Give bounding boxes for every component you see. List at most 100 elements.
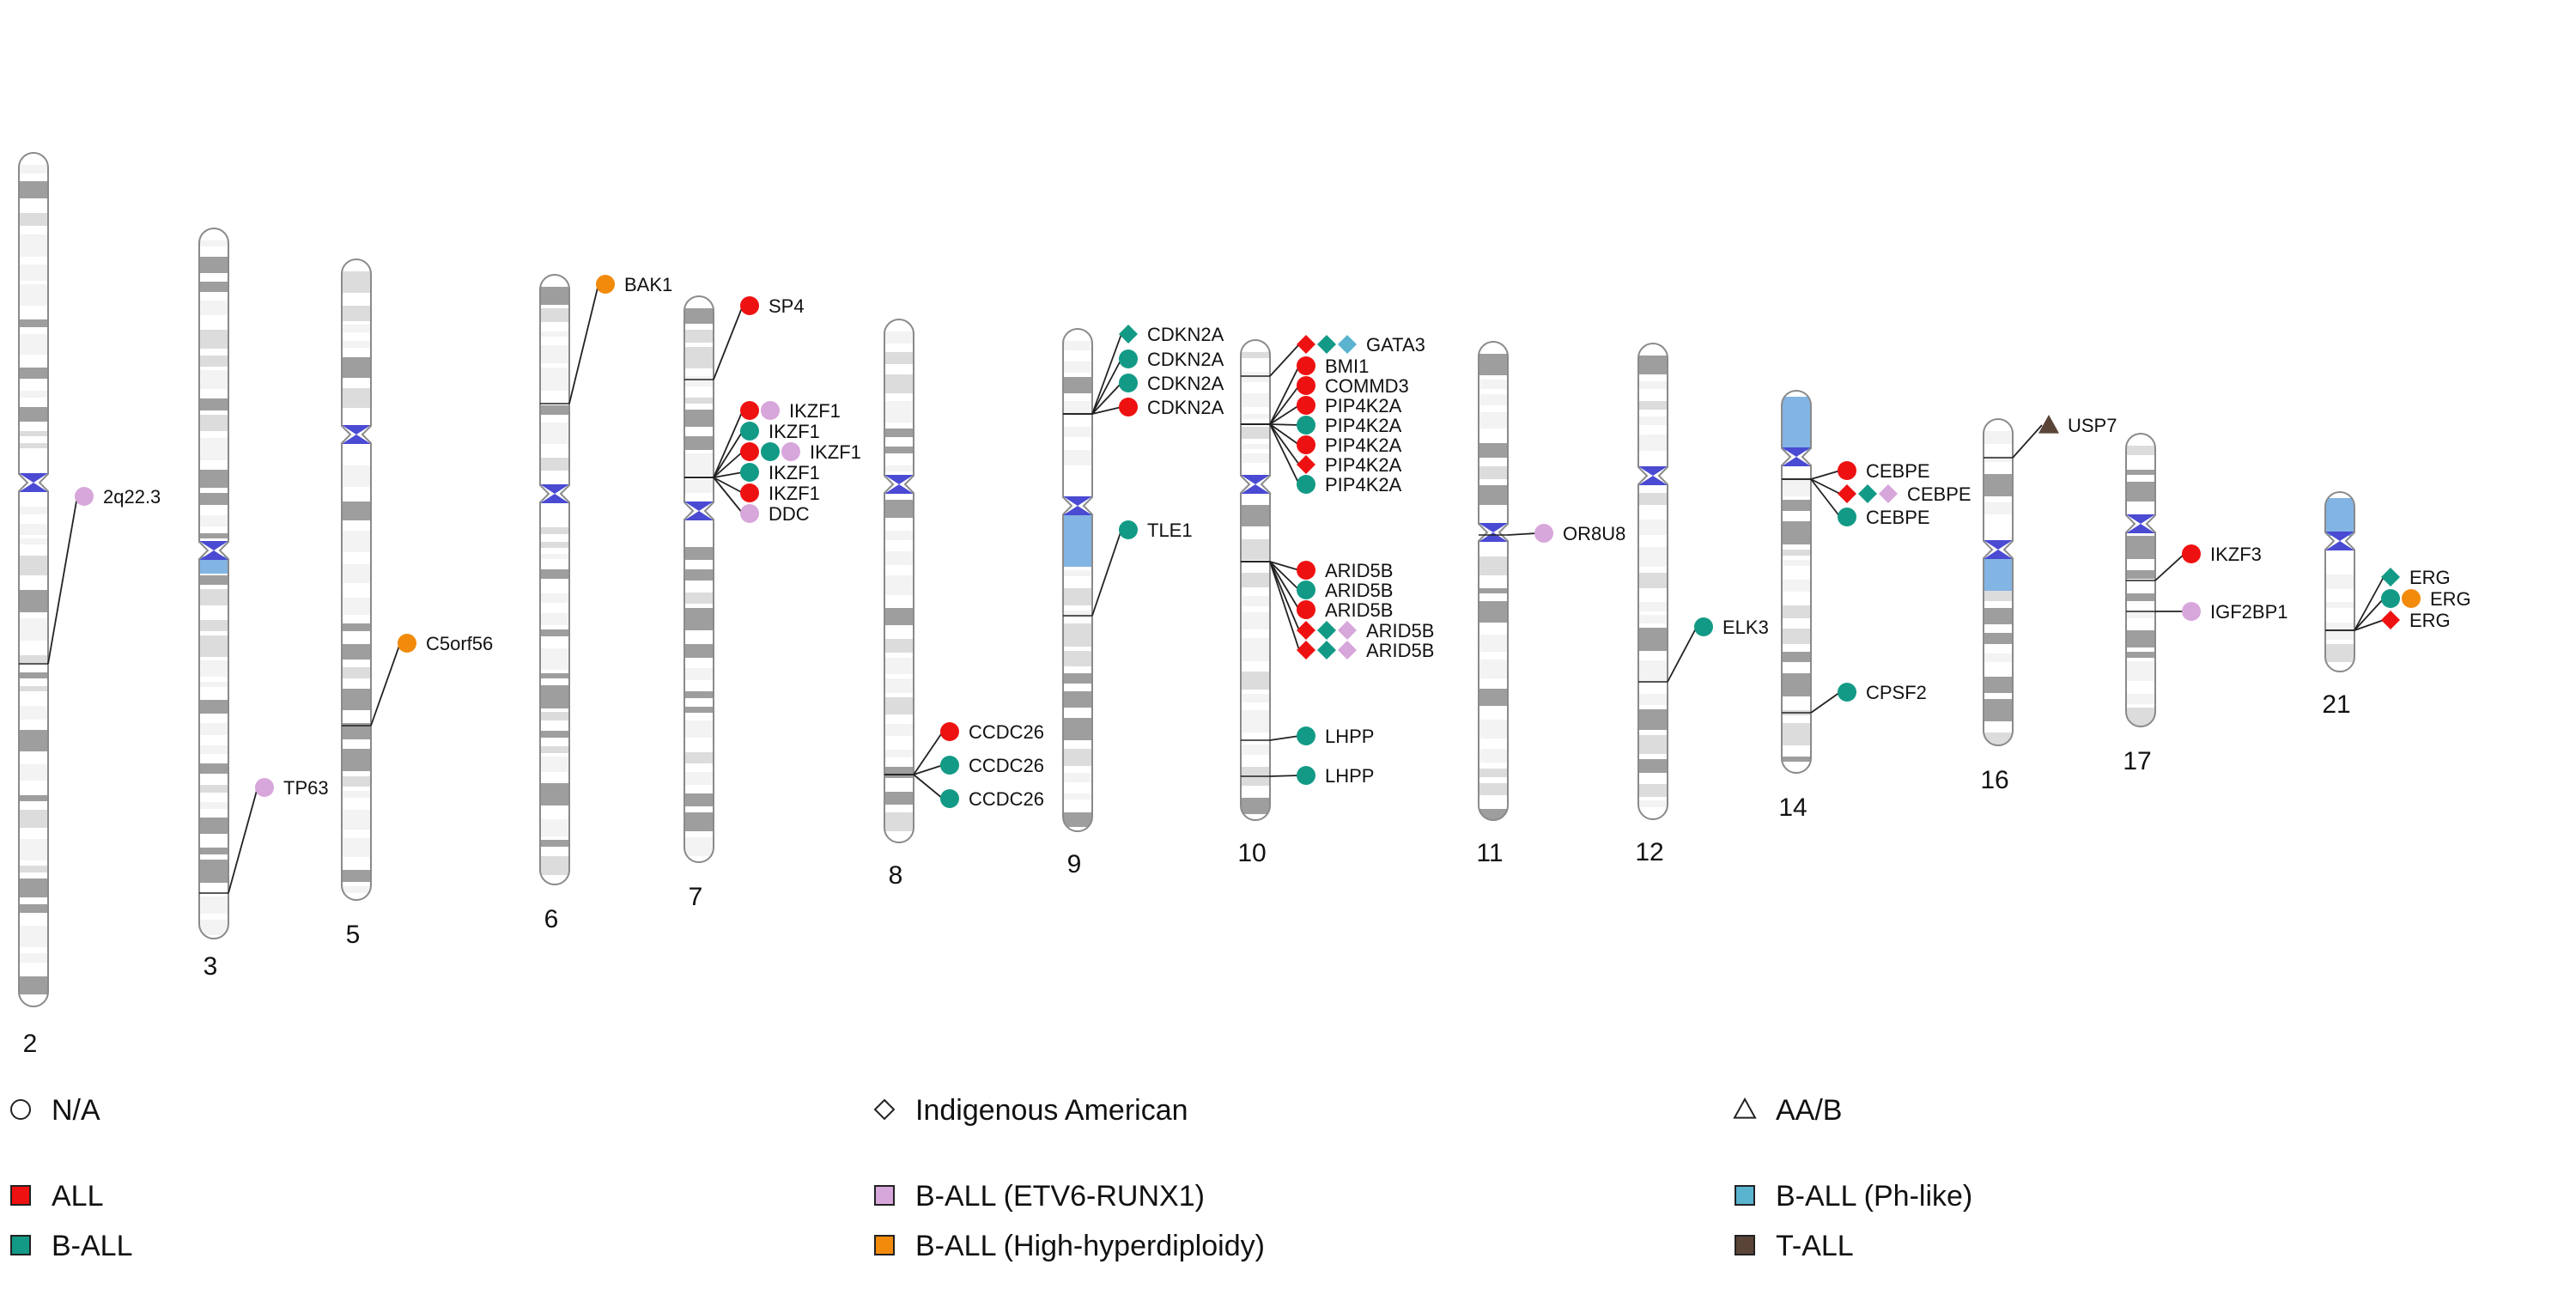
gene-label: SP4 bbox=[769, 295, 805, 317]
locus-arid5b: ARID5B bbox=[1241, 561, 1393, 621]
leader-line bbox=[1269, 561, 1300, 591]
gene-label: CDKN2A bbox=[1147, 349, 1224, 370]
marker-circle-b-all-etv6-runx1 bbox=[740, 504, 759, 523]
gene-label: ARID5B bbox=[1366, 620, 1434, 641]
chromosome-6: 6 BAK1 bbox=[539, 274, 672, 933]
chromosome-bands bbox=[1063, 329, 1092, 831]
gene-label: IKZF1 bbox=[789, 400, 841, 422]
locus-ccdc26: CCDC26 bbox=[884, 755, 1044, 776]
gene-label: LHPP bbox=[1325, 726, 1374, 747]
marker-circle-b-all bbox=[740, 422, 759, 441]
chromosome-8: 8 CCDC26 CCDC26 CCDC26 bbox=[884, 319, 1044, 890]
locus-ikzf1: IKZF1 bbox=[684, 462, 820, 483]
marker-circle-all bbox=[1297, 600, 1315, 619]
gene-label: ARID5B bbox=[1366, 640, 1434, 661]
chromosome-12: 12 ELK3 bbox=[1635, 343, 1769, 866]
leader-line bbox=[1269, 365, 1300, 425]
gene-label: COMMD3 bbox=[1325, 375, 1409, 397]
centromere bbox=[342, 425, 371, 444]
gene-label: C5orf56 bbox=[426, 633, 493, 654]
chromosome-outline bbox=[1983, 418, 2014, 746]
legend-subtype-b-all: B-ALL bbox=[10, 1230, 133, 1262]
legend-shape-n-a: N/A bbox=[10, 1094, 100, 1127]
gene-label: ERG bbox=[2409, 567, 2451, 588]
gene-label: ERG bbox=[2409, 610, 2451, 631]
chromosome-label: 10 bbox=[1237, 839, 1266, 867]
marker-circle-b-all bbox=[1838, 683, 1856, 702]
chromosome-16: 16 USP7 bbox=[1980, 415, 2117, 794]
marker-diamond-b-all-etv6-runx1 bbox=[1879, 484, 1898, 503]
locus-pip4k2a: PIP4K2A bbox=[1241, 395, 1402, 425]
marker-circle-all bbox=[1297, 356, 1315, 375]
leader-line bbox=[913, 774, 944, 799]
leader-line bbox=[370, 642, 401, 726]
leader-line bbox=[1810, 478, 1841, 495]
locus-lhpp: LHPP bbox=[1241, 765, 1374, 787]
gene-label: CEBPE bbox=[1907, 483, 1971, 505]
leader-line bbox=[1269, 423, 1300, 426]
locus-cpsf2: CPSF2 bbox=[1782, 682, 1927, 714]
marker-circle-b-all bbox=[940, 789, 959, 808]
chromosome-outline bbox=[1781, 390, 1812, 774]
gene-label: CDKN2A bbox=[1147, 373, 1224, 394]
leader-line bbox=[713, 305, 744, 380]
gene-label: 2q22.3 bbox=[103, 486, 161, 508]
locus-cebpe: CEBPE bbox=[1782, 460, 1930, 482]
locus-ikzf3: IKZF3 bbox=[2126, 544, 2262, 581]
locus-cebpe: CEBPE bbox=[1782, 478, 1971, 505]
gene-label: IKZF3 bbox=[2210, 544, 2262, 565]
leader-line bbox=[2354, 576, 2385, 631]
marker-circle-b-all bbox=[1297, 416, 1315, 435]
gene-label: CDKN2A bbox=[1147, 397, 1224, 418]
leader-line bbox=[1091, 382, 1122, 415]
chromosome-label: 11 bbox=[1476, 839, 1503, 867]
leader-line bbox=[2154, 553, 2185, 581]
marker-circle-b-all bbox=[1297, 766, 1315, 785]
legend-label: B-ALL (Ph-like) bbox=[1776, 1180, 1972, 1213]
locus-or8u8: OR8U8 bbox=[1479, 523, 1625, 544]
marker-circle-b-all-high-hyperdiploidy bbox=[596, 275, 615, 294]
gene-label: IGF2BP1 bbox=[2210, 601, 2287, 623]
chromosome-17: 17 IKZF3 IGF2BP1 bbox=[2123, 433, 2287, 775]
marker-circle-b-all bbox=[1119, 350, 1138, 368]
chromosome-label: 14 bbox=[1778, 793, 1807, 822]
leader-line bbox=[2012, 424, 2043, 459]
chromosome-bands bbox=[1638, 343, 1668, 819]
chromosome-2: 2 2q22.3 bbox=[18, 152, 161, 1058]
chromosome-outline bbox=[1637, 343, 1668, 820]
locus-erg: ERG bbox=[2325, 588, 2471, 631]
marker-circle-all bbox=[740, 401, 759, 420]
centromere bbox=[199, 541, 228, 560]
leader-line bbox=[1667, 626, 1698, 683]
gene-label: CCDC26 bbox=[969, 788, 1044, 810]
chromosome-bands bbox=[1241, 340, 1270, 820]
chromosome-label: 12 bbox=[1635, 838, 1663, 866]
leader-line bbox=[1091, 358, 1122, 415]
locus-ikzf1: IKZF1 bbox=[684, 400, 841, 478]
chromosome-9: 9 CDKN2A CDKN2A CDKN2A CDKN2A TLE1 bbox=[1062, 324, 1224, 878]
marker-circle-b-all-etv6-runx1 bbox=[255, 778, 274, 797]
marker-circle-b-all-etv6-runx1 bbox=[1534, 524, 1553, 543]
locus-cdkn2a: CDKN2A bbox=[1063, 397, 1224, 418]
locus-cdkn2a: CDKN2A bbox=[1063, 349, 1224, 415]
marker-circle-all bbox=[2182, 544, 2201, 563]
chromosome-11: 11 OR8U8 bbox=[1476, 341, 1625, 867]
marker-circle-b-all-etv6-runx1 bbox=[781, 442, 800, 461]
legend-subtype-b-all-ph-like: B-ALL (Ph-like) bbox=[1735, 1180, 1972, 1213]
leader-line bbox=[1269, 423, 1300, 465]
leader-line bbox=[713, 430, 744, 478]
leader-line bbox=[713, 477, 744, 514]
leader-line bbox=[713, 477, 744, 494]
centromere bbox=[1479, 523, 1508, 542]
chromosome-bands bbox=[2126, 434, 2155, 726]
chromosome-bands bbox=[1984, 419, 2013, 745]
gene-label: DDC bbox=[769, 503, 810, 525]
leader-line bbox=[1269, 735, 1300, 741]
locus-ccdc26: CCDC26 bbox=[884, 721, 1044, 775]
locus-commd3: COMMD3 bbox=[1241, 375, 1409, 425]
gene-label: BAK1 bbox=[624, 274, 672, 295]
legend-subtype-b-all-high-hyperdiploidy: B-ALL (High-hyperdiploidy) bbox=[874, 1230, 1265, 1262]
locus-bak1: BAK1 bbox=[540, 274, 672, 404]
